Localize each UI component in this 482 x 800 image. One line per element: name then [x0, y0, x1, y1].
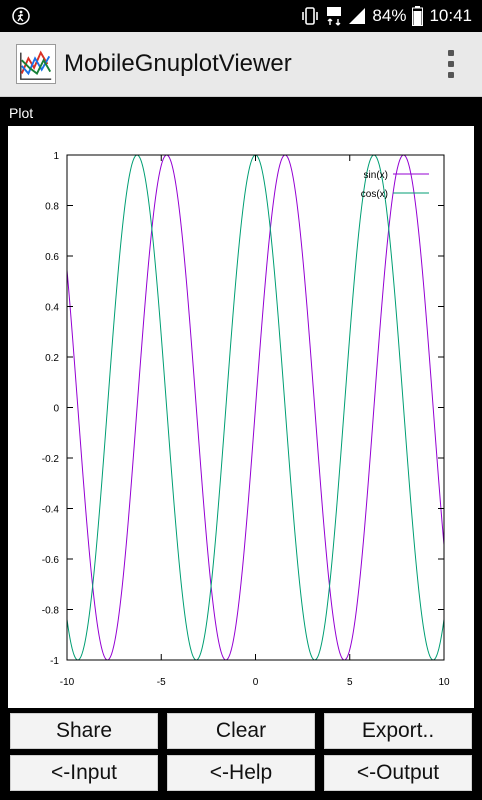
x-tick-label: -5: [157, 677, 166, 688]
plot-canvas: 1 0.8 0.6 0.4 0.2 0 -0.2 -0.4 -0.6 -0.8 -1 -10 -5 0 5 1…: [8, 126, 474, 708]
y-tick-label: 0.2: [45, 353, 59, 364]
legend-label-sin: sin(x): [364, 170, 388, 181]
accessibility-icon: [12, 7, 30, 25]
plot-section-label: Plot: [9, 105, 34, 121]
signal-icon: [349, 8, 366, 24]
x-tick-label: 0: [253, 677, 259, 688]
app-logo-icon: [16, 44, 56, 84]
help-button[interactable]: <-Help: [167, 755, 315, 791]
y-tick-label: -1: [50, 656, 59, 667]
y-tick-label: 0.6: [45, 252, 59, 263]
output-button[interactable]: <-Output: [324, 755, 472, 791]
overflow-menu-icon[interactable]: [446, 50, 456, 78]
y-tick-label: 0: [53, 404, 59, 415]
y-tick-label: 0.8: [45, 202, 59, 213]
y-tick-label: -0.6: [42, 555, 60, 566]
vibrate-icon: [302, 7, 319, 25]
y-tick-label: 0.4: [45, 303, 59, 314]
legend-label-cos: cos(x): [361, 189, 388, 200]
series-line-sin: [66, 154, 445, 661]
gnuplot-chart: 1 0.8 0.6 0.4 0.2 0 -0.2 -0.4 -0.6 -0.8 -1-10 -5 0 5 1…: [42, 151, 450, 688]
x-tick-label: 10: [438, 677, 450, 688]
clear-button[interactable]: Clear: [167, 713, 315, 749]
y-tick-label: -0.2: [42, 454, 60, 465]
x-tick-label: 5: [347, 677, 353, 688]
y-tick-label: 1: [53, 151, 59, 162]
y-tick-label: -0.8: [42, 606, 60, 617]
app-bar: MobileGnuplotViewer: [0, 32, 482, 97]
y-tick-label: -0.4: [42, 505, 60, 516]
app-title: MobileGnuplotViewer: [64, 50, 292, 77]
share-button[interactable]: Share: [10, 713, 158, 749]
x-tick-label: -10: [60, 677, 75, 688]
mobile-data-icon: [327, 7, 342, 26]
status-indicators: 84% 10:41: [300, 6, 472, 26]
battery-percent: 84%: [372, 6, 407, 25]
input-button[interactable]: <-Input: [10, 755, 158, 791]
export-button[interactable]: Export..: [324, 713, 472, 749]
status-bar: 84% 10:41: [0, 0, 482, 32]
battery-icon: [412, 6, 424, 26]
clock: 10:41: [429, 6, 472, 25]
